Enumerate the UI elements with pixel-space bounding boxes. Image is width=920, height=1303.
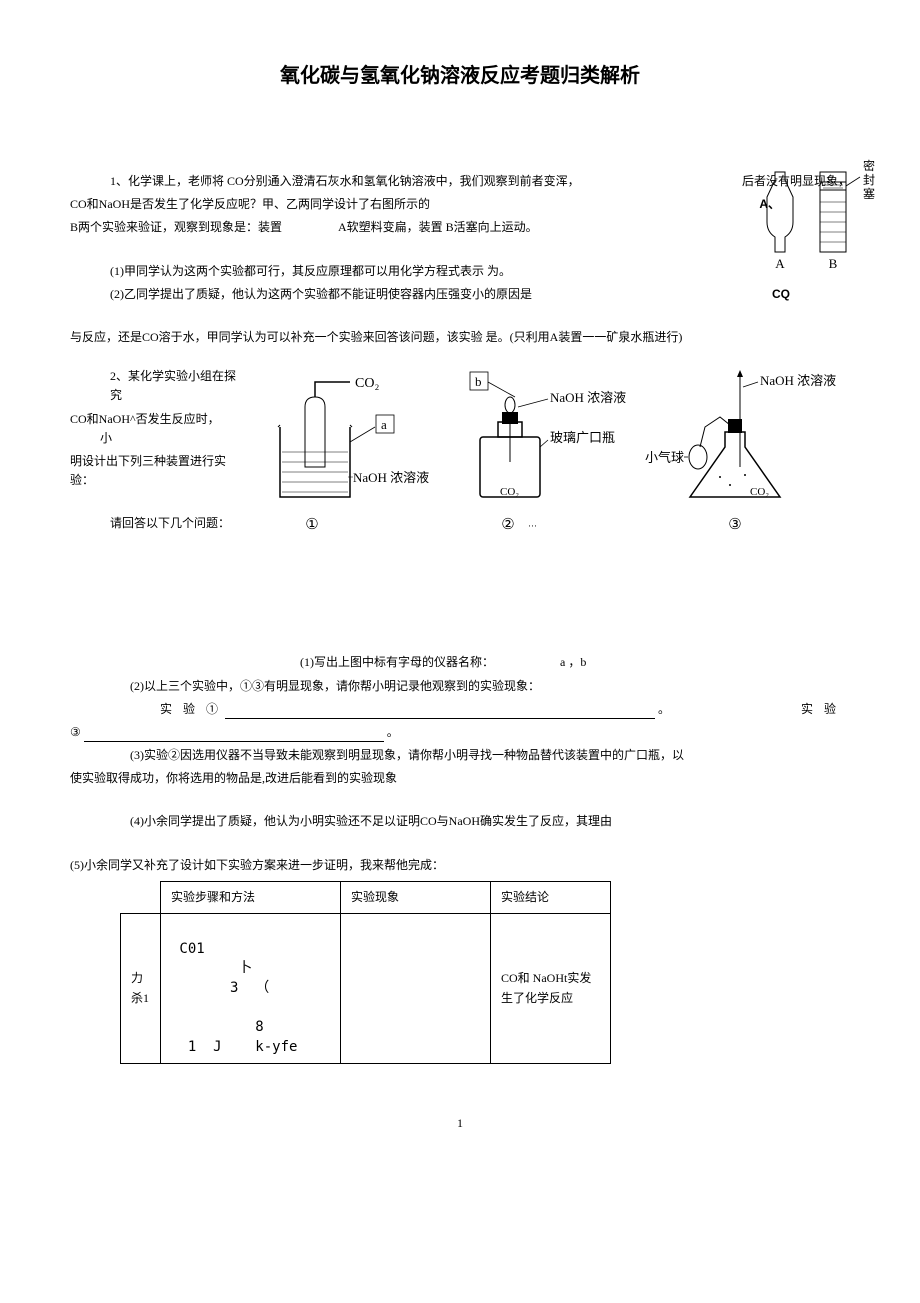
svg-text:①: ① [305, 517, 318, 533]
row1-side: 力杀1 [121, 914, 161, 1064]
q1-l2a: CO和NaOH是否发生了化学反应呢？甲、乙两同学设计了右图所示的 [70, 195, 430, 214]
row1-phenomenon [341, 914, 491, 1064]
svg-text:···: ··· [528, 521, 537, 531]
th-conclusion: 实验结论 [491, 881, 611, 913]
apparatus-1-icon: CO₂ a NaOH 浓溶液 ① [278, 376, 429, 533]
q2-l3: 明设计出下列三种装置进行实 验： [70, 452, 240, 490]
svg-text:CO₂: CO₂ [500, 486, 519, 498]
experiment-table: 实验步骤和方法 实验现象 实验结论 力杀1 C01 卜 3 （ 8 1 J k-… [120, 881, 611, 1064]
q2-l1: 2、某化学实验小组在探究 [70, 367, 240, 405]
q2-s4: (4)小余同学提出了质疑，他认为小明实验还不足以证明CO与NaOH确实发生了反应… [70, 812, 850, 831]
q2-l2a: CO和NaOH^否发生反应时， [70, 412, 220, 426]
svg-text:玻璃广口瓶: 玻璃广口瓶 [550, 430, 615, 445]
svg-text:NaOH 浓溶液: NaOH 浓溶液 [760, 373, 836, 388]
apparatus-2-icon: b NaOH 浓溶液 玻璃广口瓶 CO₂ ② ··· [470, 372, 626, 533]
q2-l4: 请回答以下几个问题： [70, 514, 240, 533]
question-2: 2、某化学实验小组在探究 CO和NaOH^否发生反应时， 小 明设计出下列三种装… [70, 367, 850, 1064]
svg-text:塞: 塞 [863, 186, 875, 201]
apparatus-3-icon: 小气球 NaOH 浓溶液 CO₂ ③ [645, 370, 836, 533]
table-header-row: 实验步骤和方法 实验现象 实验结论 [121, 881, 611, 913]
svg-text:封: 封 [863, 173, 875, 187]
q2-s1-text: (1)写出上图中标有字母的仪器名称： [300, 655, 494, 669]
svg-text:CO₂: CO₂ [355, 376, 379, 391]
question-1: 1、化学课上，老师将 CO分别通入澄清石灰水和氢氧化钠溶液中，我们观察到前者变浑… [70, 172, 850, 347]
q2-exp3-label: 实 验 [801, 700, 840, 719]
q1-l3a: B两个实验来验证，观察到现象是：装置 [70, 220, 282, 234]
q1-l1a: 1、化学课上，老师将 CO分别通入澄清石灰水和氢氧化钠溶液中，我们观察到前者变浑… [110, 172, 580, 191]
dot2: 。 [387, 725, 399, 739]
svg-text:密: 密 [863, 158, 875, 173]
q2-l2b: 小 [100, 431, 112, 445]
q1-line2: CO和NaOH是否发生了化学反应呢？甲、乙两同学设计了右图所示的 A、 [70, 195, 850, 214]
svg-text:②: ② [501, 517, 514, 533]
q2-s1b: a ，b [560, 655, 586, 669]
q2-exp3-num: ③ [70, 725, 81, 739]
q1-sub2a: (2)乙同学提出了质疑，他认为这两个实验都不能证明使容器内压强变小的原因是 [110, 285, 532, 304]
q2-s3b: 使实验取得成功，你将选用的物品是,改进后能看到的实验现象 [70, 769, 850, 788]
q1-sub2: (2)乙同学提出了质疑，他认为这两个实验都不能证明使容器内压强变小的原因是 CQ [70, 285, 850, 304]
q1-line3: B两个实验来验证，观察到现象是：装置 A软塑料变扁，装置 B活塞向上运动。 [70, 218, 850, 237]
q2-s2-exp3-row: ③ 。 [70, 723, 850, 742]
q1-line1: 1、化学课上，老师将 CO分别通入澄清石灰水和氢氧化钠溶液中，我们观察到前者变浑… [70, 172, 850, 191]
th-steps: 实验步骤和方法 [161, 881, 341, 913]
q1-sub1: (1)甲同学认为这两个实验都可行，其反应原理都可以用化学方程式表示 为。 [70, 262, 850, 281]
svg-text:b: b [475, 374, 482, 389]
page-title: 氧化碳与氢氧化钠溶液反应考题归类解析 [70, 60, 850, 92]
q2-s2-exp1-row: 实 验 ① 。 实 验 [70, 700, 850, 719]
q2-exp1-label: 实 验 ① [160, 702, 222, 716]
bottle-a-icon: A [767, 172, 793, 271]
table-row: 力杀1 C01 卜 3 （ 8 1 J k-yfe CO和 NaOHt实发生了化… [121, 914, 611, 1064]
row1-conclusion: CO和 NaOHt实发生了化学反应 [491, 914, 611, 1064]
label-b: B [829, 256, 838, 271]
tube-b-icon: B [820, 172, 846, 271]
label-a: A [775, 256, 785, 271]
svg-text:NaOH 浓溶液: NaOH 浓溶液 [550, 390, 626, 405]
svg-text:NaOH 浓溶液: NaOH 浓溶液 [353, 470, 429, 485]
svg-text:小气球: 小气球 [645, 450, 684, 465]
svg-text:CO₂: CO₂ [750, 486, 769, 498]
q2-diagram: CO₂ a NaOH 浓溶液 ① [250, 367, 850, 553]
q1-l3b: A软塑料变扁，装置 B活塞向上运动。 [338, 220, 538, 234]
row1-steps: C01 卜 3 （ 8 1 J k-yfe [161, 914, 341, 1064]
q2-exp3-blank [84, 728, 384, 742]
svg-text:③: ③ [728, 517, 741, 533]
q2-s1: (1)写出上图中标有字母的仪器名称： a ，b [70, 653, 850, 672]
q1-diagram: A B 密 封 塞 [760, 152, 900, 308]
q2-s2: (2)以上三个实验中，①③有明显现象，请你帮小明记录他观察到的实验现象： [70, 677, 850, 696]
q1-sub3: 与反应，还是CO溶于水，甲同学认为可以补充一个实验来回答该问题，该实验 是。(只… [70, 328, 850, 347]
q2-s3a: (3)实验②因选用仪器不当导致未能观察到明显现象，请你帮小明寻找一种物品替代该装… [70, 746, 850, 765]
dot1: 。 [658, 702, 670, 716]
page-number: 1 [70, 1114, 850, 1133]
th-phenomenon: 实验现象 [341, 881, 491, 913]
q2-intro: 2、某化学实验小组在探究 CO和NaOH^否发生反应时， 小 明设计出下列三种装… [70, 367, 240, 553]
q2-s5: (5)小余同学又补充了设计如下实验方案来进一步证明，我来帮他完成： [70, 856, 850, 875]
q2-l2: CO和NaOH^否发生反应时， 小 [70, 410, 240, 448]
seal-label-icon: 密 封 塞 [846, 158, 875, 201]
q2-exp1-blank [225, 705, 655, 719]
svg-text:a: a [381, 417, 387, 432]
